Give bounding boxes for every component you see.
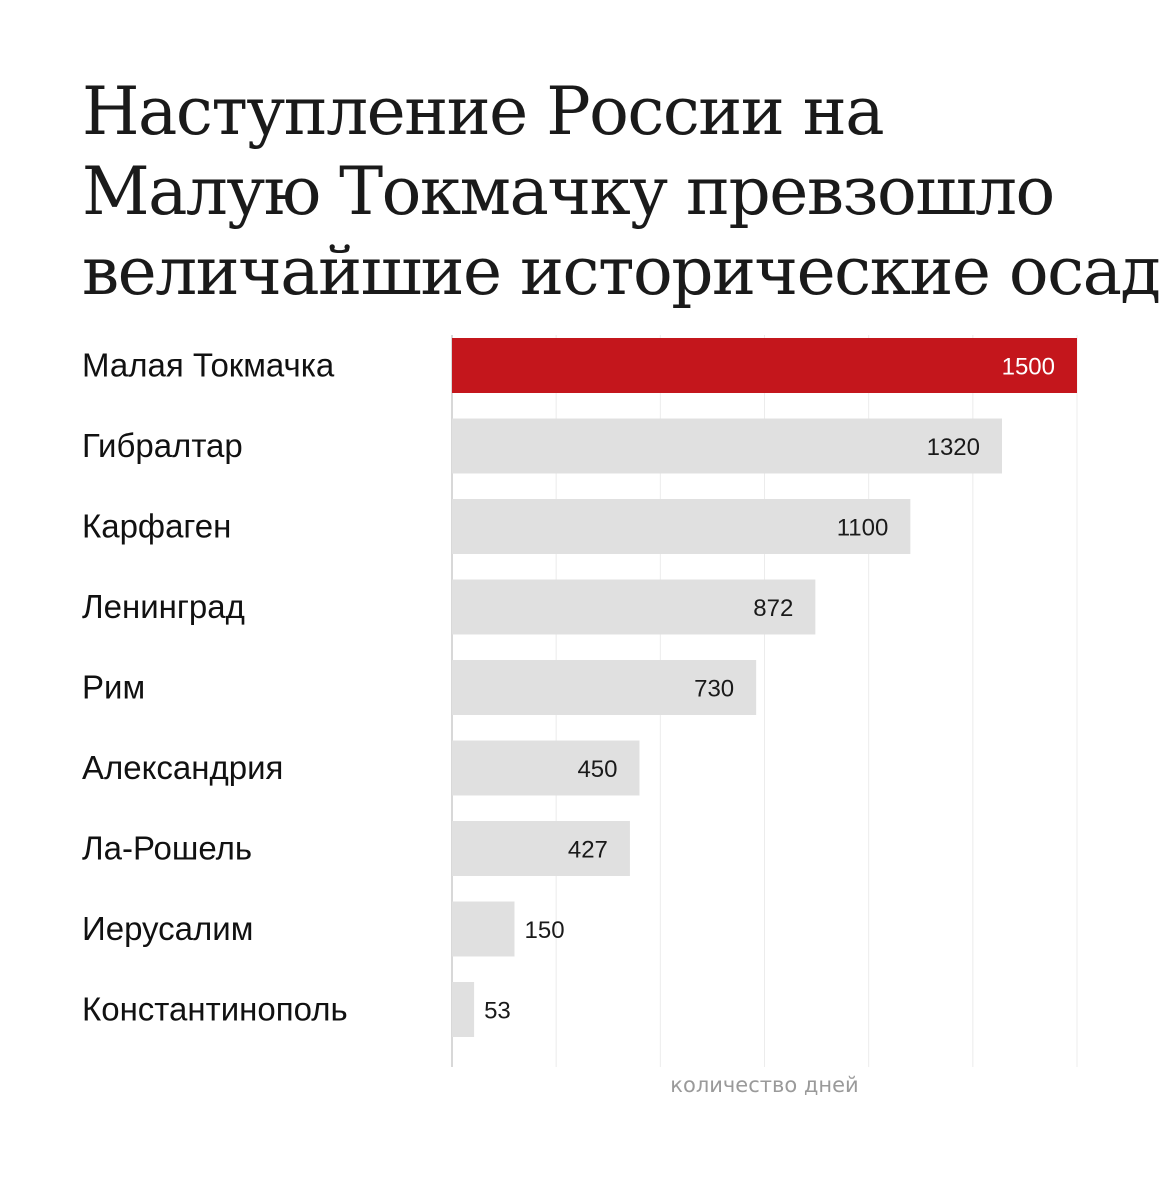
bar-2 bbox=[452, 418, 1002, 474]
category-label-2: Гибралтар bbox=[82, 427, 243, 464]
value-label-3: 1100 bbox=[837, 515, 889, 542]
value-label-5: 730 bbox=[694, 676, 734, 703]
category-label-1: Малая Токмачка bbox=[82, 347, 335, 384]
bar-5 bbox=[452, 660, 757, 715]
chart-title-line-1: Наступление России на bbox=[82, 73, 885, 150]
value-label-9: 53 bbox=[484, 998, 511, 1025]
category-label-7: Ла-Рошель bbox=[82, 830, 252, 867]
value-label-2: 1320 bbox=[927, 434, 980, 461]
bars bbox=[452, 338, 1077, 1037]
bar-4 bbox=[452, 579, 816, 635]
x-axis-title: количество дней bbox=[670, 1073, 858, 1097]
value-label-7: 427 bbox=[568, 837, 608, 864]
bar-7 bbox=[452, 821, 630, 876]
bar-1 bbox=[452, 338, 1077, 393]
category-label-8: Иерусалим bbox=[82, 910, 253, 947]
category-label-6: Александрия bbox=[82, 749, 283, 786]
chart-title-line-3: величайшие исторические осады bbox=[82, 233, 1160, 310]
value-label-4: 872 bbox=[753, 595, 793, 622]
chart-title-line-2: Малую Токмачку превзошло bbox=[82, 153, 1055, 230]
bar-3 bbox=[452, 499, 911, 554]
category-labels: Малая Токмачка Гибралтар Карфаген Ленинград… bbox=[82, 347, 348, 1028]
category-label-4: Ленинград bbox=[82, 588, 245, 625]
value-label-6: 450 bbox=[577, 756, 617, 783]
bar-9 bbox=[452, 982, 475, 1037]
category-label-5: Рим bbox=[82, 669, 145, 706]
chart-title: Наступление России на Малую Токмачку пре… bbox=[82, 72, 1160, 312]
value-label-1: 1500 bbox=[1002, 354, 1055, 381]
value-label-8: 150 bbox=[525, 917, 565, 944]
value-labels: 1500 1320 1100 872 730 450 427 150 53 bbox=[484, 354, 1055, 1025]
bar-6 bbox=[452, 740, 640, 796]
category-label-3: Карфаген bbox=[82, 508, 231, 545]
category-label-9: Константинополь bbox=[82, 991, 348, 1028]
bar-8 bbox=[452, 901, 515, 957]
